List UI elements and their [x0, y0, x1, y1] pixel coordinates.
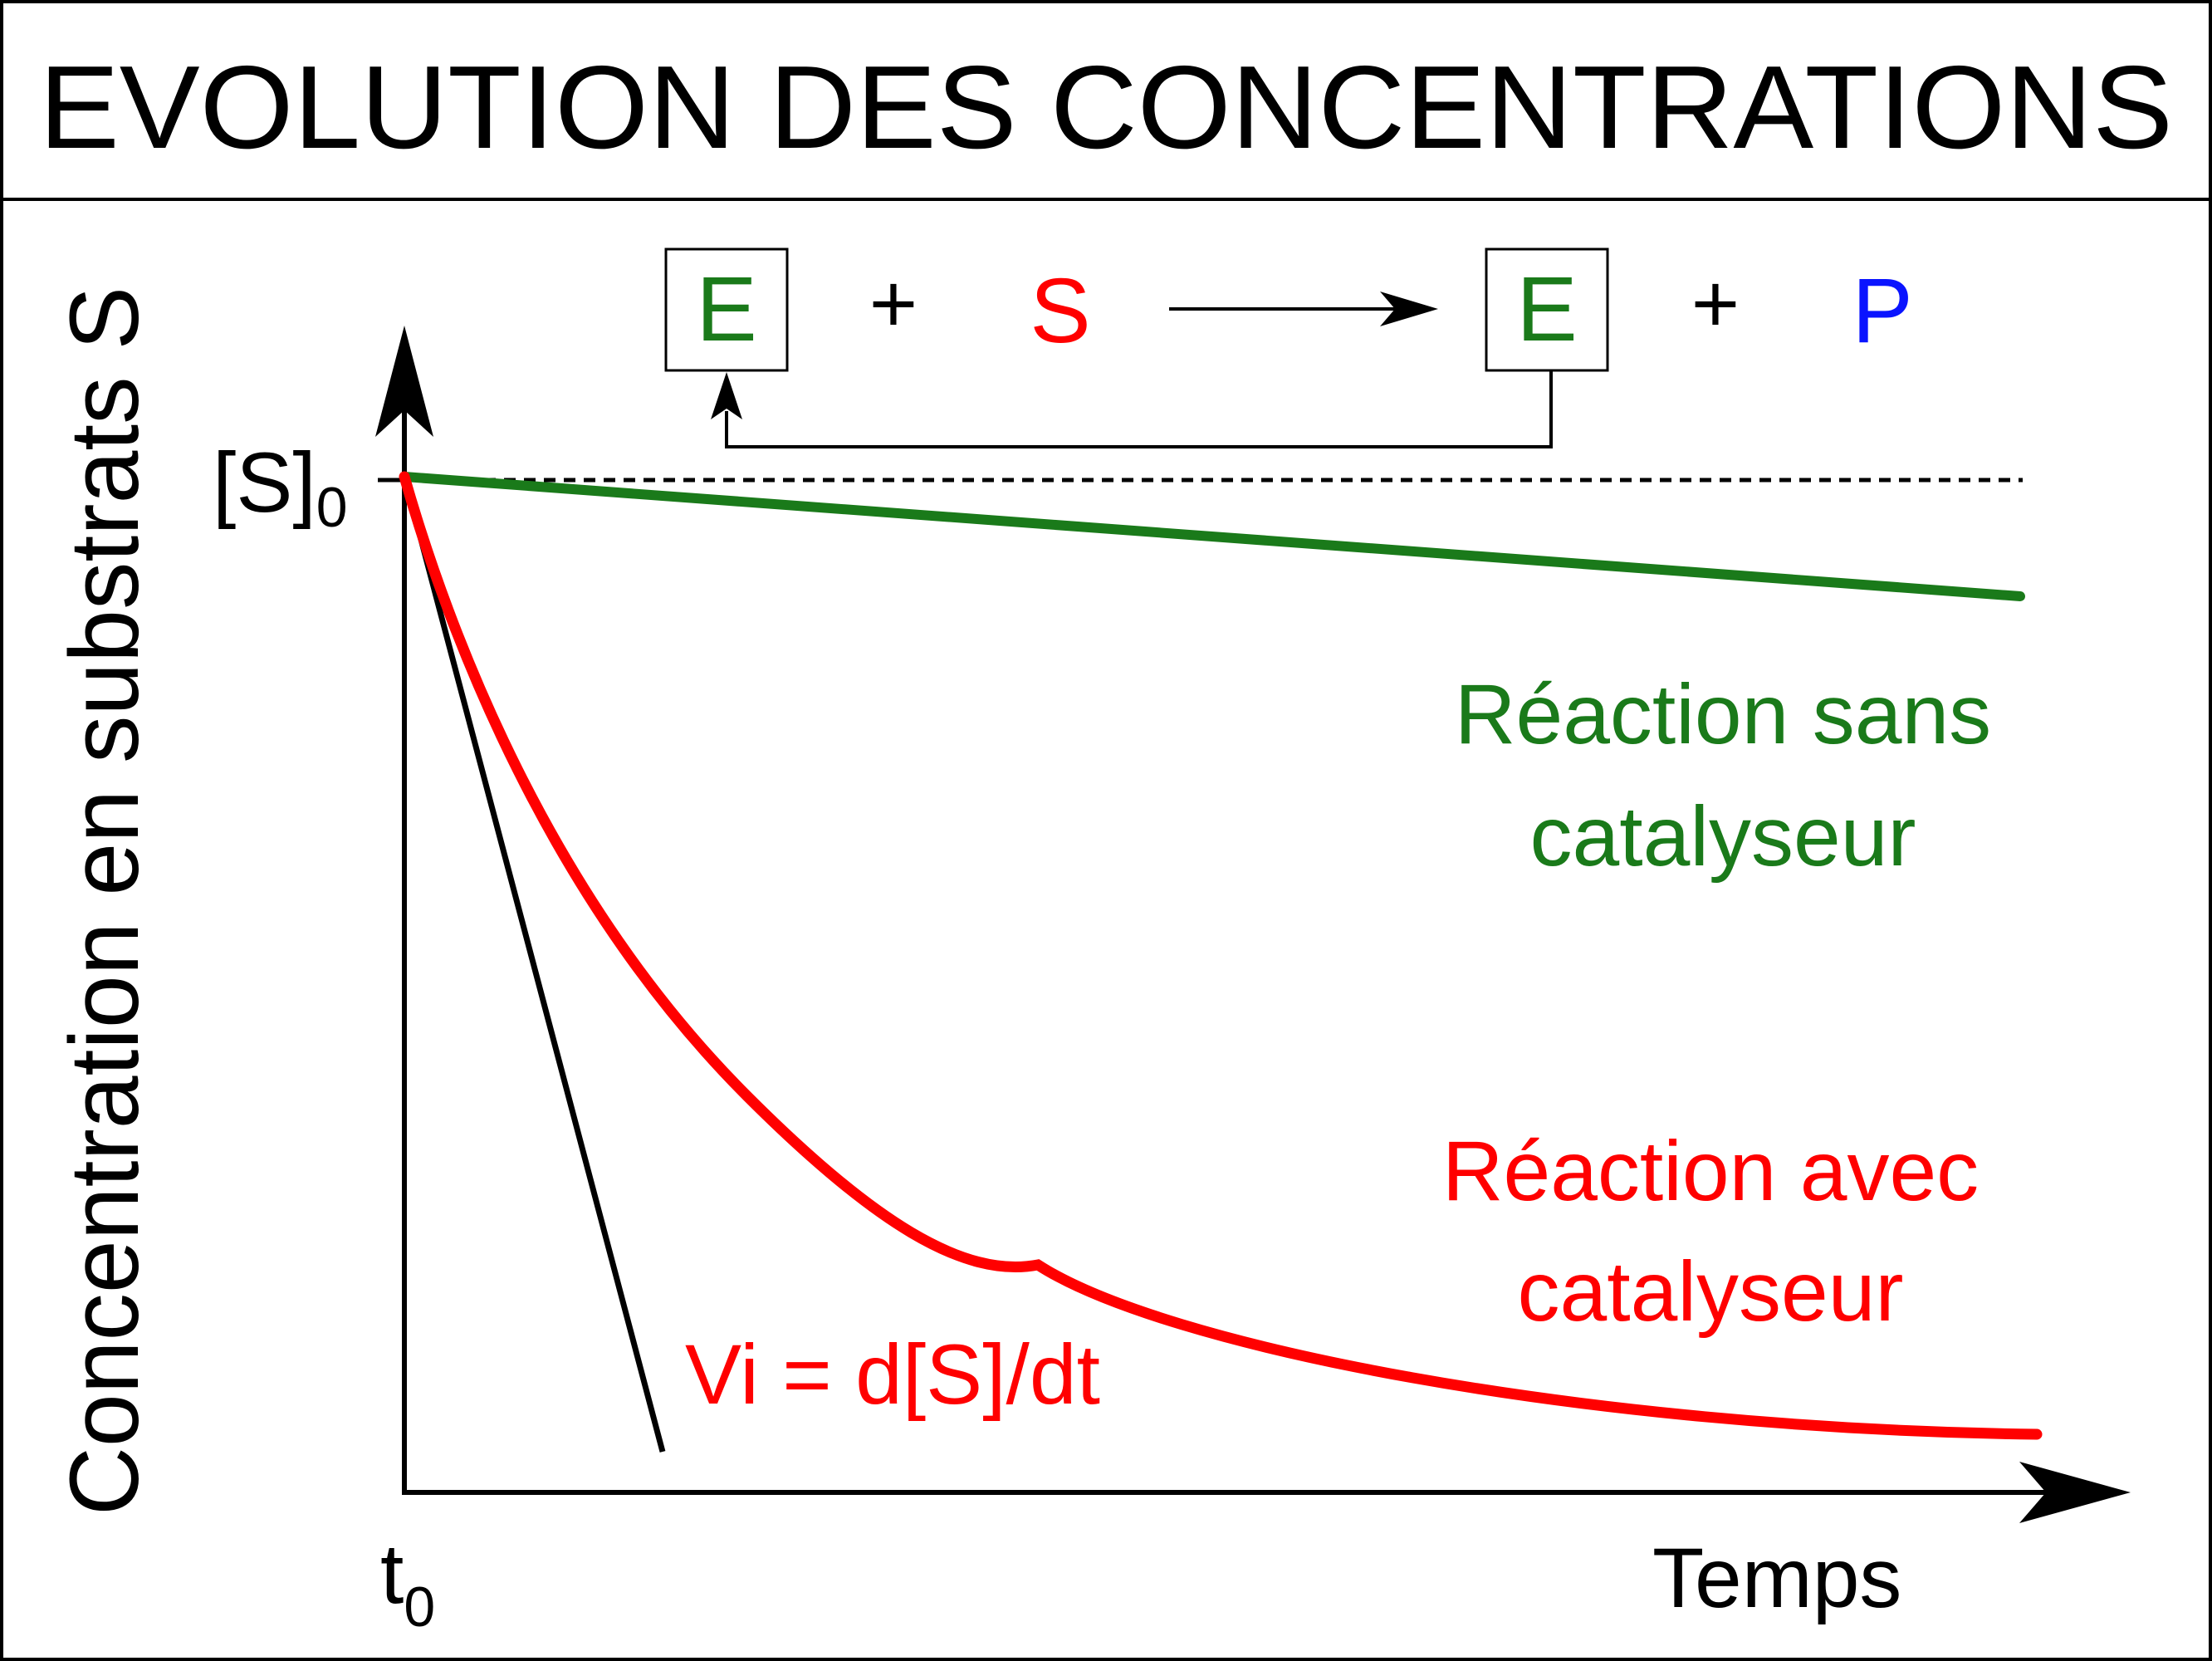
y-tick-initial-concentration: [S]0	[213, 435, 348, 539]
uncatalyzed-label-line2: catalyseur	[1530, 789, 1916, 884]
diagram-title: EVOLUTION DES CONCENTRATIONS	[39, 42, 2173, 174]
initial-rate-label: Vi = d[S]/dt	[685, 1327, 1100, 1422]
enzyme-recycle-arrowhead	[711, 372, 742, 419]
enzyme-box-right	[1485, 247, 1609, 372]
y-tick-subscript: 0	[316, 476, 348, 539]
catalyzed-label-line2: catalyseur	[1518, 1244, 1904, 1339]
plus-sign-1: +	[869, 257, 918, 350]
y-axis-arrowhead	[375, 326, 433, 437]
x-tick-initial-time: t0	[380, 1526, 435, 1639]
catalyzed-label-line1: Réaction avec	[1442, 1124, 1979, 1218]
uncatalyzed-curve	[399, 472, 2025, 601]
enzyme-box-left	[664, 247, 789, 372]
plus-sign-2: +	[1691, 257, 1740, 350]
initial-rate-tangent	[401, 476, 666, 1453]
catalyzed-curve	[399, 471, 2043, 1440]
uncatalyzed-label-line1: Réaction sans	[1455, 667, 1991, 762]
reaction-equation: E + S E + P	[664, 247, 1913, 448]
x-axis-arrowhead	[2019, 1462, 2131, 1523]
x-tick-main: t	[380, 1526, 404, 1621]
enzyme-recycle-line	[725, 370, 1553, 448]
y-axis-label: Concentration en substrats S	[50, 287, 159, 1516]
product-label: P	[1852, 260, 1912, 362]
enzyme-label-right: E	[1516, 258, 1577, 360]
x-axis-label: Temps	[1652, 1531, 1901, 1625]
x-tick-subscript: 0	[404, 1575, 435, 1639]
enzyme-label-left: E	[696, 258, 756, 360]
reaction-arrow-head	[1380, 292, 1438, 326]
substrate-label: S	[1030, 260, 1090, 362]
y-tick-main: [S]	[213, 435, 316, 530]
